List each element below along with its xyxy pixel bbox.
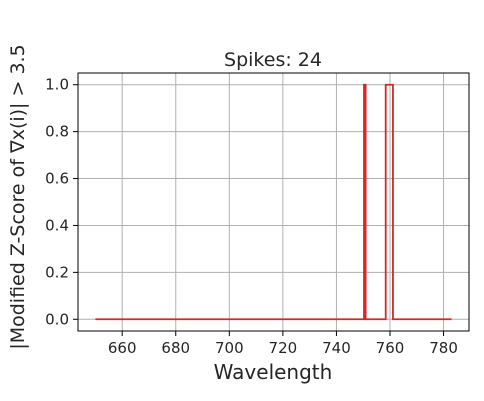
y-tick-label: 1.0: [45, 76, 69, 94]
y-tick-label: 0.4: [45, 216, 69, 234]
x-tick-label: 660: [108, 339, 137, 357]
x-tick-label: 780: [429, 339, 458, 357]
chart-title: Spikes: 24: [224, 49, 322, 71]
x-tick-label: 760: [376, 339, 405, 357]
grid: [78, 73, 469, 331]
series-layer: [95, 83, 452, 321]
x-tick-label: 720: [269, 339, 298, 357]
y-tick-label: 0.8: [45, 123, 69, 141]
x-axis-label: Wavelength: [214, 360, 333, 384]
y-tick-label: 0.2: [45, 263, 69, 281]
series-line: [95, 83, 452, 321]
y-ticks: 0.0 0.2 0.4 0.6 0.8 1.0: [45, 76, 78, 328]
x-tick-label: 700: [215, 339, 244, 357]
y-tick-label: 0.6: [45, 170, 69, 188]
x-tick-label: 740: [322, 339, 351, 357]
y-tick-label: 0.0: [45, 310, 69, 328]
y-axis-label: |Modified Z-Score of ∇x(i)| > 3.5: [7, 44, 29, 349]
x-tick-label: 680: [161, 339, 190, 357]
plot-area: [77, 72, 470, 332]
x-ticks: 660 680 700 720 740 760 780: [108, 331, 458, 357]
